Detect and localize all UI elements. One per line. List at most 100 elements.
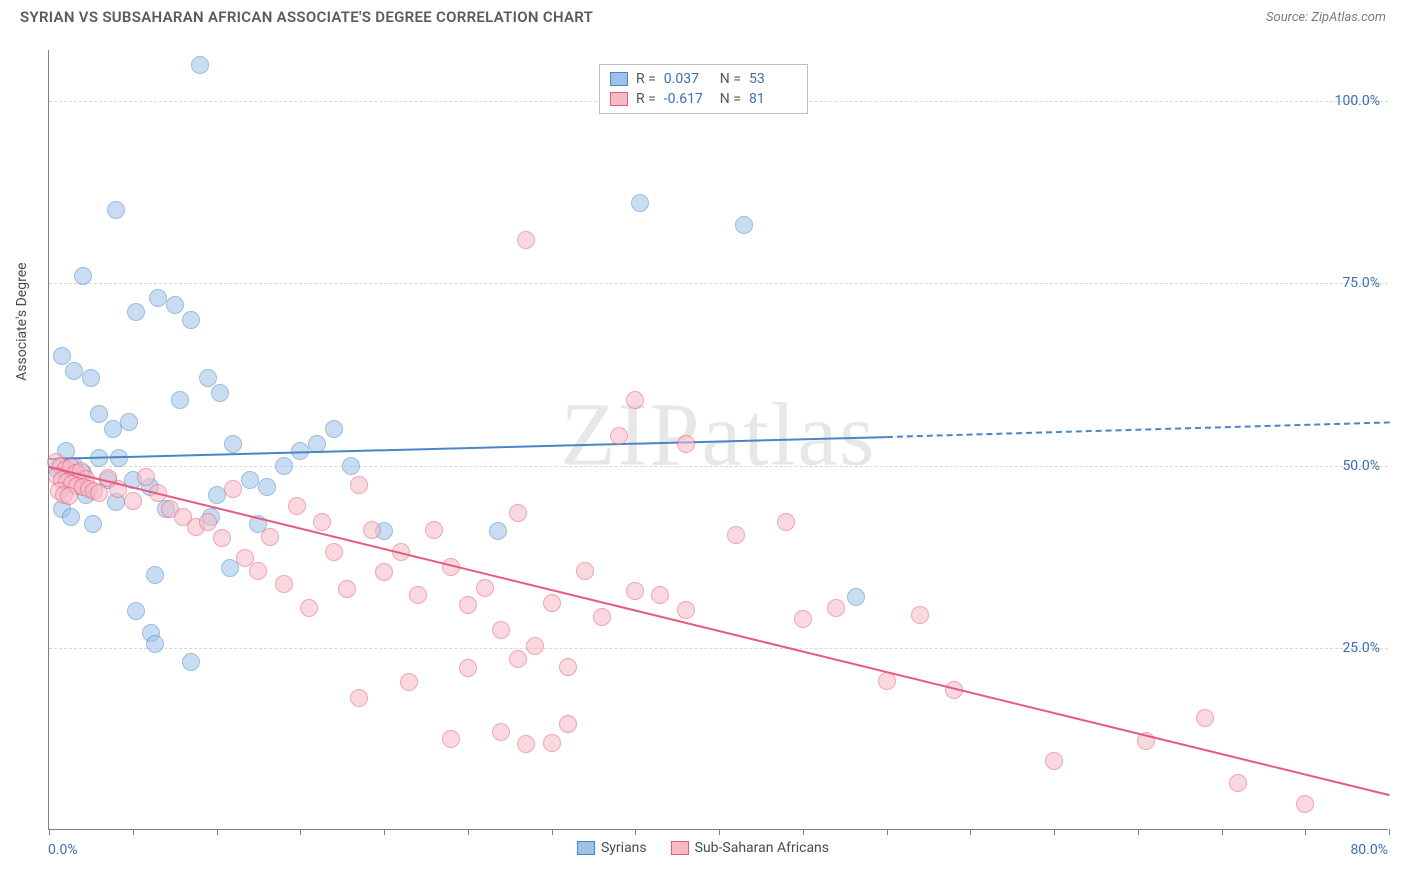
data-point xyxy=(847,588,865,606)
data-point xyxy=(82,369,100,387)
data-point xyxy=(104,420,122,438)
data-point xyxy=(827,599,845,617)
data-point xyxy=(626,582,644,600)
x-axis-max-label: 80.0% xyxy=(1350,842,1388,858)
data-point xyxy=(517,735,535,753)
data-point xyxy=(651,586,669,604)
gridline xyxy=(49,648,1388,649)
x-tick xyxy=(133,829,134,835)
data-point xyxy=(559,658,577,676)
x-tick xyxy=(217,829,218,835)
y-tick-label: 100.0% xyxy=(1335,93,1380,109)
x-tick xyxy=(1054,829,1055,835)
data-point xyxy=(62,508,80,526)
x-tick xyxy=(803,829,804,835)
x-tick xyxy=(49,829,50,835)
trend-line xyxy=(49,466,1389,796)
data-point xyxy=(517,231,535,249)
x-tick xyxy=(300,829,301,835)
data-point xyxy=(677,435,695,453)
data-point xyxy=(409,586,427,604)
data-point xyxy=(258,478,276,496)
x-tick xyxy=(635,829,636,835)
data-point xyxy=(182,311,200,329)
data-point xyxy=(543,594,561,612)
data-point xyxy=(211,384,229,402)
data-point xyxy=(363,521,381,539)
data-point xyxy=(442,730,460,748)
data-point xyxy=(124,492,142,510)
data-point xyxy=(275,575,293,593)
swatch-icon xyxy=(577,841,595,855)
x-tick xyxy=(1138,829,1139,835)
data-point xyxy=(288,497,306,515)
data-point xyxy=(492,723,510,741)
x-tick xyxy=(887,829,888,835)
data-point xyxy=(137,468,155,486)
data-point xyxy=(777,513,795,531)
source-attribution: Source: ZipAtlas.com xyxy=(1266,10,1386,25)
data-point xyxy=(509,650,527,668)
data-point xyxy=(631,194,649,212)
data-point xyxy=(90,484,108,502)
data-point xyxy=(911,606,929,624)
data-point xyxy=(1045,752,1063,770)
x-tick xyxy=(719,829,720,835)
y-axis-title: Associate's Degree xyxy=(14,262,30,380)
data-point xyxy=(677,601,695,619)
x-tick xyxy=(970,829,971,835)
data-point xyxy=(208,486,226,504)
y-tick-label: 75.0% xyxy=(1342,275,1380,291)
x-tick xyxy=(1305,829,1306,835)
data-point xyxy=(375,563,393,581)
y-tick-label: 50.0% xyxy=(1342,458,1380,474)
data-point xyxy=(213,529,231,547)
data-point xyxy=(166,296,184,314)
data-point xyxy=(794,610,812,628)
data-point xyxy=(127,303,145,321)
data-point xyxy=(559,715,577,733)
data-point xyxy=(1196,709,1214,727)
trend-line xyxy=(49,436,887,460)
data-point xyxy=(338,580,356,598)
data-point xyxy=(400,673,418,691)
data-point xyxy=(543,734,561,752)
n-value: 81 xyxy=(749,91,797,107)
data-point xyxy=(182,653,200,671)
legend-label: Syrians xyxy=(601,840,647,856)
data-point xyxy=(425,521,443,539)
n-label: N = xyxy=(720,91,741,107)
data-point xyxy=(300,599,318,617)
data-point xyxy=(84,515,102,533)
x-tick xyxy=(468,829,469,835)
gridline xyxy=(49,283,1388,284)
data-point xyxy=(199,513,217,531)
scatter-chart: ZIPatlas 25.0%50.0%75.0%100.0%R =0.037N … xyxy=(48,50,1388,830)
stats-legend-row: R =0.037N =53 xyxy=(610,69,797,89)
data-point xyxy=(459,659,477,677)
n-value: 53 xyxy=(749,71,797,87)
data-point xyxy=(626,391,644,409)
r-value: 0.037 xyxy=(664,71,712,87)
r-value: -0.617 xyxy=(664,91,712,107)
chart-title: SYRIAN VS SUBSAHARAN AFRICAN ASSOCIATE'S… xyxy=(20,8,593,26)
data-point xyxy=(727,526,745,544)
bottom-legend: Syrians Sub-Saharan Africans xyxy=(577,840,829,856)
data-point xyxy=(127,602,145,620)
data-point xyxy=(313,513,331,531)
data-point xyxy=(610,427,628,445)
data-point xyxy=(74,267,92,285)
data-point xyxy=(459,596,477,614)
data-point xyxy=(120,413,138,431)
swatch-icon xyxy=(610,72,628,86)
data-point xyxy=(492,621,510,639)
x-tick xyxy=(1389,829,1390,835)
swatch-icon xyxy=(671,841,689,855)
data-point xyxy=(735,216,753,234)
swatch-icon xyxy=(610,92,628,106)
data-point xyxy=(325,420,343,438)
stats-legend-row: R =-0.617N =81 xyxy=(610,89,797,109)
data-point xyxy=(224,480,242,498)
data-point xyxy=(1229,774,1247,792)
data-point xyxy=(146,566,164,584)
